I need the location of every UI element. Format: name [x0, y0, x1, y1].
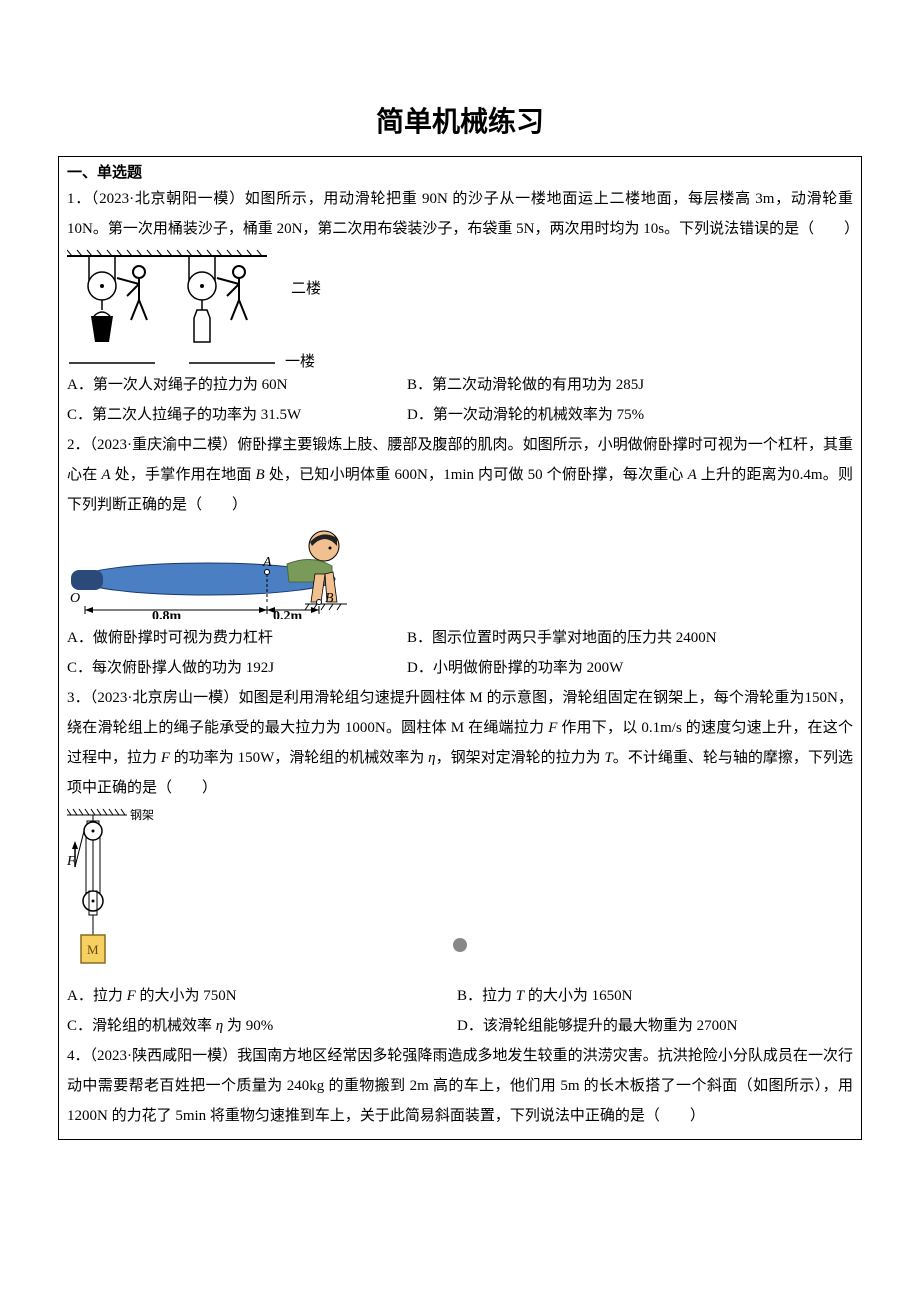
q1-row1: A．第一次人对绳子的拉力为 60N B．第二次动滑轮做的有用功为 285J: [67, 370, 853, 400]
q3-F: F: [548, 720, 557, 736]
svg-text:M: M: [87, 942, 99, 957]
q2-A: A: [101, 467, 110, 483]
q2-optA: A．做俯卧撑时可视为费力杠杆: [67, 623, 407, 653]
q3-figure: 钢架 F M: [67, 807, 137, 977]
page-title: 简单机械练习: [58, 100, 862, 140]
q2-B: B: [256, 467, 265, 483]
q3-text: 的功率为 150W，滑轮组的机械效率为: [170, 750, 428, 766]
q2-row1: A．做俯卧撑时可视为费力杠杆 B．图示位置时两只手掌对地面的压力共 2400N: [67, 623, 853, 653]
floor2-label: 二楼: [291, 282, 321, 297]
q2-text: 处，手掌作用在地面: [111, 467, 256, 483]
q1-optB: B．第二次动滑轮做的有用功为 285J: [407, 370, 853, 400]
q1-stem: 1．（2023·北京朝阳一模）如图所示，用动滑轮把重 90N 的沙子从一楼地面运…: [67, 184, 853, 244]
page-center-mark: [451, 936, 469, 954]
q3-optB: B．拉力 T 的大小为 1650N: [407, 981, 853, 1011]
q2-A2: A: [688, 467, 697, 483]
q3-optC: C．滑轮组的机械效率 η 为 90%: [67, 1011, 407, 1041]
q1-row2: C．第二次人拉绳子的功率为 31.5W D．第一次动滑轮的机械效率为 75%: [67, 400, 853, 430]
q3-stem: 3．（2023·北京房山一模）如图是利用滑轮组匀速提升圆柱体 M 的示意图，滑轮…: [67, 683, 853, 803]
section-header: 一、单选题: [67, 161, 853, 182]
q1-optC: C．第二次人拉绳子的功率为 31.5W: [67, 400, 407, 430]
q3-T: T: [604, 750, 612, 766]
q1-optD: D．第一次动滑轮的机械效率为 75%: [407, 400, 853, 430]
q1-optA: A．第一次人对绳子的拉力为 60N: [67, 370, 407, 400]
q4-stem: 4．（2023·陕西咸阳一模）我国南方地区经常因多轮强降雨造成多地发生较重的洪涝…: [67, 1041, 853, 1131]
q3-F2: F: [161, 750, 170, 766]
svg-text:O: O: [70, 591, 80, 606]
svg-text:钢架: 钢架: [130, 808, 154, 822]
q2-optD: D．小明做俯卧撑的功率为 200W: [407, 653, 853, 683]
q2-stem: 2．（2023·重庆渝中二模）俯卧撑主要锻炼上肢、腰部及腹部的肌肉。如图所示，小…: [67, 430, 853, 520]
pulley-bucket-icon: [67, 248, 167, 353]
svg-text:A: A: [262, 555, 272, 570]
svg-text:B: B: [325, 591, 334, 606]
q3-row2: C．滑轮组的机械效率 η 为 90% D．该滑轮组能够提升的最大物重为 2700…: [67, 1011, 853, 1041]
q2-row2: C．每次俯卧撑人做的功为 192J D．小明做俯卧撑的功率为 200W: [67, 653, 853, 683]
q3-optA: A．拉力 F 的大小为 750N: [67, 981, 407, 1011]
floor-line-icon: [187, 360, 277, 366]
q3-row1: A．拉力 F 的大小为 750N B．拉力 T 的大小为 1650N: [67, 981, 853, 1011]
svg-text:0.2m: 0.2m: [273, 609, 303, 619]
q2-figure: A B O 0.8m 0.2m: [67, 524, 357, 619]
q3-optD: D．该滑轮组能够提升的最大物重为 2700N: [407, 1011, 853, 1041]
q2-optB: B．图示位置时两只手掌对地面的压力共 2400N: [407, 623, 853, 653]
floor-line-icon: [67, 360, 157, 366]
q2-optC: C．每次俯卧撑人做的功为 192J: [67, 653, 407, 683]
content-box: 一、单选题 1．（2023·北京朝阳一模）如图所示，用动滑轮把重 90N 的沙子…: [58, 156, 862, 1140]
q1-floor1-row: 一楼: [67, 355, 853, 370]
q3-text: ，钢架对定滑轮的拉力为: [436, 750, 605, 766]
svg-text:0.8m: 0.8m: [152, 609, 182, 619]
floor1-label: 一楼: [285, 355, 315, 370]
pulley-bag-icon: [167, 248, 267, 353]
q2-text: 处，已知小明体重 600N，1min 内可做 50 个俯卧撑，每次重心: [265, 467, 688, 483]
q3-eta: η: [428, 750, 435, 766]
q1-figure: 二楼: [67, 248, 853, 353]
